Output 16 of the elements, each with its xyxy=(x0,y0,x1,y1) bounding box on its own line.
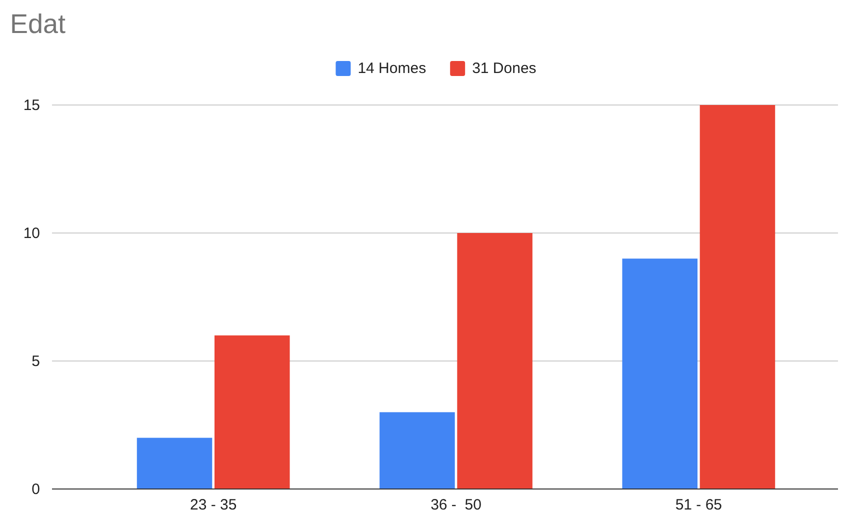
bar xyxy=(136,438,212,489)
y-tick-label: 0 xyxy=(32,480,40,498)
bar xyxy=(380,412,455,489)
x-tick-label: 23 - 35 xyxy=(190,496,237,514)
x-tick-label: 36 - 50 xyxy=(430,496,482,514)
bar xyxy=(622,258,698,489)
bar xyxy=(214,335,290,489)
y-tick-label: 15 xyxy=(23,96,40,114)
y-tick-label: 5 xyxy=(32,352,40,370)
bar xyxy=(700,105,776,489)
x-tick-label: 51 - 65 xyxy=(675,496,722,514)
y-tick-label: 10 xyxy=(23,224,40,242)
legend-label: 14 Homes xyxy=(358,60,426,77)
bar xyxy=(457,233,532,489)
chart-title: Edat xyxy=(10,9,66,39)
legend-label: 31 Dones xyxy=(472,60,536,77)
